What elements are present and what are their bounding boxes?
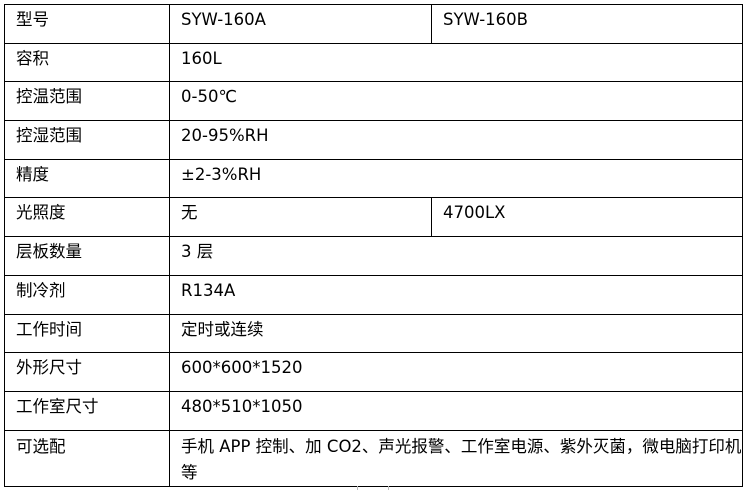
row-value-b: 4700LX <box>431 197 743 238</box>
row-label: 控温范围 <box>4 81 170 122</box>
row-label: 工作时间 <box>4 313 170 354</box>
table-row: 光照度 无 4700LX <box>4 197 743 238</box>
table-row: 精度 ±2-3%RH <box>4 158 743 199</box>
table-row: 制冷剂 R134A <box>4 274 743 315</box>
table-row: 控湿范围 20-95%RH <box>4 120 743 160</box>
row-value: 定时或连续 <box>169 313 743 354</box>
row-label: 可选配 <box>4 429 170 487</box>
row-value: 480*510*1050 <box>169 390 743 431</box>
table-row: 层板数量 3 层 <box>4 236 743 276</box>
page-marker <box>357 486 389 490</box>
table-row: 工作时间 定时或连续 <box>4 313 743 354</box>
row-value: ±2-3%RH <box>169 158 743 199</box>
row-label: 型号 <box>4 4 170 44</box>
row-label: 控湿范围 <box>4 120 170 160</box>
spec-table: 型号 SYW-160A SYW-160B 容积 160L 控温范围 0-50℃ … <box>4 4 743 487</box>
row-value: 160L <box>169 42 743 83</box>
row-label: 工作室尺寸 <box>4 390 170 431</box>
row-value: 0-50℃ <box>169 81 743 122</box>
row-label: 制冷剂 <box>4 274 170 315</box>
row-label: 光照度 <box>4 197 170 238</box>
row-value: 600*600*1520 <box>169 352 743 392</box>
row-value-a: 无 <box>169 197 432 238</box>
row-value: 20-95%RH <box>169 120 743 160</box>
row-value: 3 层 <box>169 236 743 276</box>
table-row: 控温范围 0-50℃ <box>4 81 743 122</box>
row-label: 层板数量 <box>4 236 170 276</box>
row-value-a: SYW-160A <box>169 4 432 44</box>
table-row: 外形尺寸 600*600*1520 <box>4 352 743 392</box>
table-row: 可选配 手机 APP 控制、加 CO2、声光报警、工作室电源、紫外灭菌，微电脑打… <box>4 429 743 487</box>
row-label: 外形尺寸 <box>4 352 170 392</box>
row-value: 手机 APP 控制、加 CO2、声光报警、工作室电源、紫外灭菌，微电脑打印机等 <box>169 429 743 487</box>
row-label: 容积 <box>4 42 170 83</box>
table-row: 容积 160L <box>4 42 743 83</box>
table-row: 型号 SYW-160A SYW-160B <box>4 4 743 44</box>
row-value-b: SYW-160B <box>431 4 743 44</box>
row-label: 精度 <box>4 158 170 199</box>
row-value: R134A <box>169 274 743 315</box>
table-row: 工作室尺寸 480*510*1050 <box>4 390 743 431</box>
